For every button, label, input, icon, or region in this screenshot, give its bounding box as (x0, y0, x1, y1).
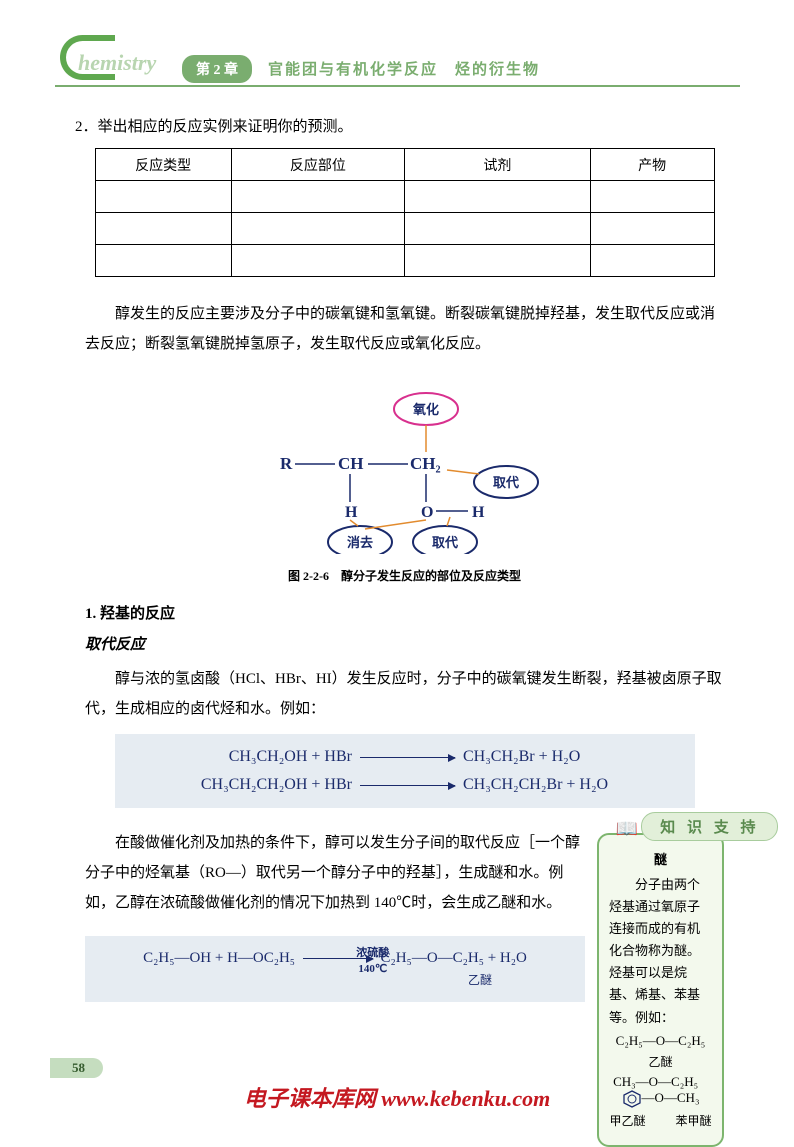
knowledge-box-title: 知 识 支 持 (641, 812, 778, 841)
paragraph-2: 醇与浓的氢卤酸（HCl、HBr、HI）发生反应时，分子中的碳氧键发生断裂，羟基被… (85, 664, 724, 724)
header-rule (55, 85, 740, 87)
th-product: 产物 (590, 149, 714, 181)
svg-text:取代: 取代 (492, 475, 518, 490)
svg-text:取代: 取代 (431, 535, 457, 550)
th-reaction-site: 反应部位 (231, 149, 404, 181)
svg-text:H: H (345, 504, 358, 521)
heading-substitution: 取代反应 (85, 633, 724, 654)
table-row (95, 181, 714, 213)
svg-text:CH₂: CH₂ (410, 454, 441, 473)
watermark: 电子课本库网 www.kebenku.com (0, 1081, 794, 1113)
equation-box-2: C₂H₅—OH + H—OC₂H₅ 浓硫酸 140℃ C₂H₅—O—C₂H₅ +… (85, 936, 585, 1002)
logo-text: hemistry (78, 50, 156, 76)
heading-hydroxyl: 1. 羟基的反应 (85, 602, 724, 623)
kbox-f2b-name: 苯甲醚 (676, 1114, 712, 1128)
svg-text:消去: 消去 (346, 535, 372, 550)
eq1-lhs2: CH₃CH₂CH₂OH + HBr (201, 776, 352, 793)
svg-text:CH: CH (338, 454, 364, 473)
page-number: 58 (50, 1058, 103, 1078)
page-content: 2．举出相应的反应实例来证明你的预测。 反应类型 反应部位 试剂 产物 醇发生的… (0, 90, 794, 1147)
diagram-caption: 图 2-2-6 醇分子发生反应的部位及反应类型 (85, 567, 724, 584)
th-reagent: 试剂 (404, 149, 590, 181)
svg-text:R: R (280, 454, 293, 473)
kbox-f1-name: 乙醚 (609, 1053, 712, 1070)
eq1-lhs1: CH₃CH₂OH + HBr (229, 748, 352, 765)
chapter-title: 官能团与有机化学反应 烃的衍生物 (268, 58, 540, 79)
arrow-icon (360, 757, 455, 758)
paragraph-1: 醇发生的反应主要涉及分子中的碳氧键和氢氧键。断裂碳氧键脱掉羟基，发生取代反应或消… (85, 299, 724, 359)
chapter-capsule: 第 2 章 (182, 55, 252, 83)
eq2-cond-bot: 140℃ (338, 962, 408, 975)
page-header: hemistry 第 2 章 官能团与有机化学反应 烃的衍生物 (0, 0, 794, 90)
arrow-icon (360, 785, 455, 786)
th-reaction-type: 反应类型 (95, 149, 231, 181)
svg-text:氧化: 氧化 (411, 402, 438, 417)
eq2-cond-top: 浓硫酸 (338, 944, 408, 960)
diagram-svg: R CH CH₂ H O H 氧化 取代 消去 取代 (240, 374, 570, 554)
eq2-lhs: C₂H₅—OH + H—OC₂H₅ (143, 950, 295, 966)
table-row (95, 245, 714, 277)
eq2-note: 乙醚 (93, 971, 577, 988)
kbox-formula-1: C₂H₅—O—C₂H₅ (609, 1033, 712, 1049)
answer-table: 反应类型 反应部位 试剂 产物 (95, 148, 715, 277)
kbox-subtitle: 醚 (609, 849, 712, 868)
kbox-body: 分子由两个烃基通过氧原子连接而成的有机化合物称为醚。烃基可以是烷基、烯基、苯基等… (609, 874, 712, 1029)
svg-text:H: H (472, 504, 485, 521)
equation-box-1: CH₃CH₂OH + HBr CH₃CH₂Br + H₂O CH₃CH₂CH₂O… (115, 734, 695, 808)
knowledge-box-head: 📖 知 识 支 持 (593, 812, 794, 841)
kbox-f2-names: 甲乙醚 苯甲醚 (609, 1112, 712, 1129)
kbox-f2a-name: 甲乙醚 (609, 1114, 645, 1128)
table-row (95, 213, 714, 245)
arrow-icon: 浓硫酸 140℃ (303, 958, 373, 959)
question-text: 2．举出相应的反应实例来证明你的预测。 (75, 115, 724, 136)
paragraph-3: 在酸做催化剂及加热的条件下，醇可以发生分子间的取代反应［一个醇分子中的烃氧基（R… (85, 828, 585, 918)
reaction-diagram: R CH CH₂ H O H 氧化 取代 消去 取代 (85, 374, 724, 559)
eq1-rhs1: CH₃CH₂Br + H₂O (463, 748, 580, 765)
eq1-rhs2: CH₃CH₂CH₂Br + H₂O (463, 776, 608, 793)
svg-text:O: O (421, 504, 433, 521)
